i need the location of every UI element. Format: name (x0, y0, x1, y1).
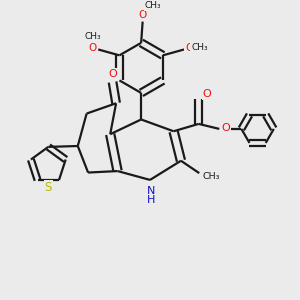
Text: H: H (147, 195, 156, 205)
Text: O: O (108, 69, 117, 79)
Text: O: O (139, 10, 147, 20)
Text: CH₃: CH₃ (85, 32, 101, 41)
Text: S: S (45, 181, 52, 194)
Text: N: N (147, 186, 156, 196)
Text: O: O (89, 43, 97, 53)
Text: CH₃: CH₃ (145, 1, 161, 10)
Text: O: O (221, 123, 230, 133)
Text: O: O (202, 89, 211, 99)
Text: O: O (185, 43, 194, 53)
Text: CH₃: CH₃ (203, 172, 220, 181)
Text: CH₃: CH₃ (191, 44, 208, 52)
